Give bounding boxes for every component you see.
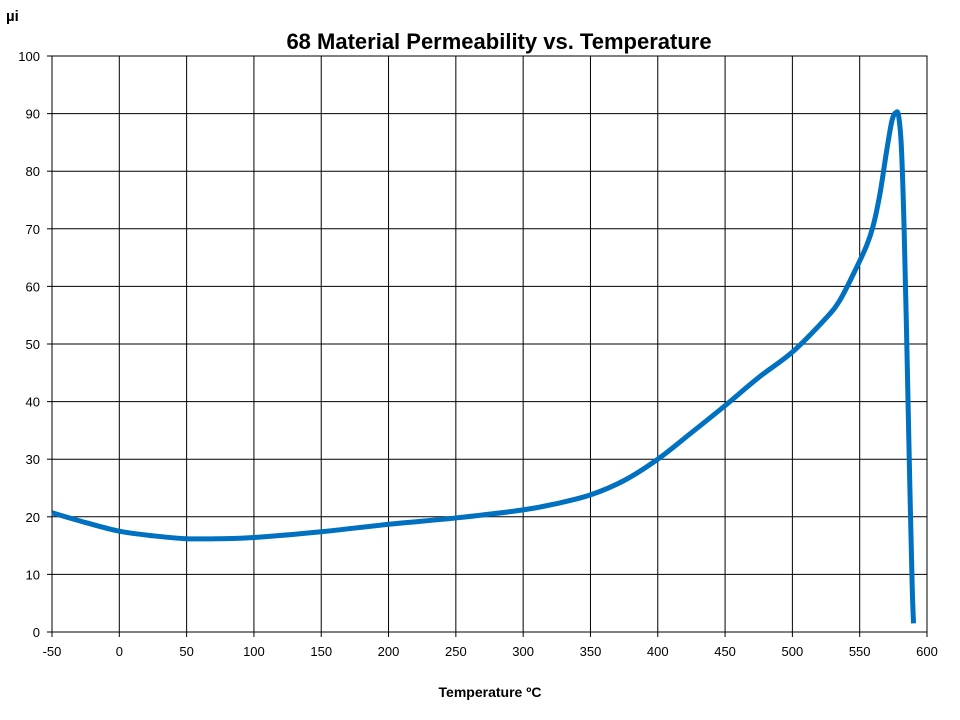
x-tick-label: 300 [512, 644, 534, 659]
y-tick-labels: 0 10 20 30 40 50 60 70 80 90 100 [18, 49, 40, 640]
x-tick-label: 150 [310, 644, 332, 659]
x-tick-label: 100 [243, 644, 265, 659]
y-tick-label: 60 [26, 279, 40, 294]
plot-frame [51, 55, 928, 633]
x-tick-label: 0 [116, 644, 123, 659]
y-tick-label: 30 [26, 452, 40, 467]
y-tick-label: 40 [26, 395, 40, 410]
x-tick-label: 350 [580, 644, 602, 659]
y-tick-label: 10 [26, 567, 40, 582]
y-tick-label: 0 [33, 625, 40, 640]
x-tick-label: 450 [714, 644, 736, 659]
x-tick-labels: -50 0 50 100 150 200 250 300 350 400 450 500 550 600 [43, 644, 938, 659]
x-tick-label: 550 [849, 644, 871, 659]
x-tick-label: 500 [782, 644, 804, 659]
y-tick-label: 80 [26, 164, 40, 179]
y-tick-label: 20 [26, 510, 40, 525]
x-tick-label: 600 [916, 644, 938, 659]
x-tick-label: 250 [445, 644, 467, 659]
x-tick-label: 200 [378, 644, 400, 659]
y-tick-label: 90 [26, 107, 40, 122]
chart-title: 68 Material Permeability vs. Temperature [286, 29, 711, 54]
y-tick-label: 70 [26, 222, 40, 237]
y-tick-label: 100 [18, 49, 40, 64]
x-tick-label: 50 [179, 644, 193, 659]
x-axis-label: Temperature ºC [439, 684, 542, 700]
x-tick-label: 400 [647, 644, 669, 659]
series-group [51, 109, 917, 624]
x-tick-label: -50 [43, 644, 62, 659]
y-tick-label: 50 [26, 337, 40, 352]
series-line-permeability [51, 109, 917, 624]
y-axis-label: µi [6, 8, 19, 25]
